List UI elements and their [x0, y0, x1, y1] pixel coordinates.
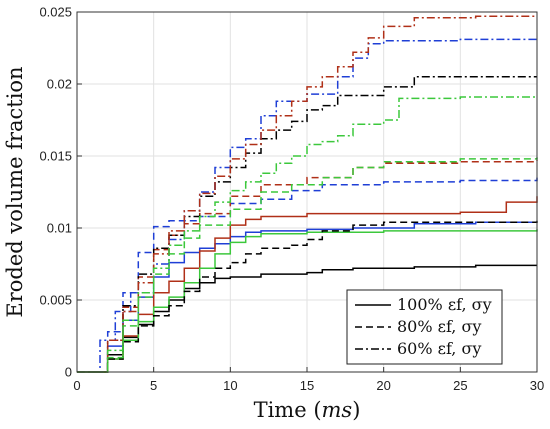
series-line-9-dashdot	[77, 76, 537, 373]
x-axis-label-close: )	[352, 398, 360, 422]
legend-label: 80% εf, σy	[397, 317, 481, 336]
series-line-3-solid	[77, 196, 538, 373]
series-line-5-dashed	[77, 220, 538, 373]
series-line-11-dashdot	[77, 15, 537, 373]
x-tick-label: 30	[530, 378, 544, 393]
series-lines	[77, 15, 538, 373]
x-tick-label: 20	[376, 378, 390, 393]
x-axis-label-unit: ms	[322, 398, 353, 422]
series-line-8-dashed	[77, 157, 538, 373]
legend-label: 100% εf, σy	[397, 295, 492, 314]
x-tick-label: 0	[73, 378, 80, 393]
series-line-12-dashdot	[77, 96, 537, 373]
series-line-1-solid	[77, 264, 537, 373]
legend: 100% εf, σy 80% εf, σy 60% εf, σy	[346, 289, 503, 365]
x-axis-label: Time (ms)	[254, 398, 361, 422]
tick-labels: 0 5 10 15 20 25 30 0 0.005 0.01 0.015 0.02 0.025	[39, 5, 544, 394]
y-tick-label: 0.025	[39, 5, 72, 20]
y-tick-label: 0.02	[47, 77, 72, 92]
x-tick-label: 15	[300, 378, 314, 393]
x-axis-label-main: Time (	[254, 398, 322, 422]
x-tick-label: 10	[223, 378, 237, 393]
y-tick-label: 0	[65, 365, 72, 380]
legend-label: 60% εf, σy	[397, 339, 481, 358]
y-axis-label: Eroded volume fraction	[3, 66, 27, 317]
x-tick-label: 5	[150, 378, 157, 393]
y-tick-label: 0.015	[39, 149, 72, 164]
y-tick-label: 0.01	[47, 221, 72, 236]
x-tick-label: 25	[453, 378, 467, 393]
y-tick-label: 0.005	[39, 293, 72, 308]
